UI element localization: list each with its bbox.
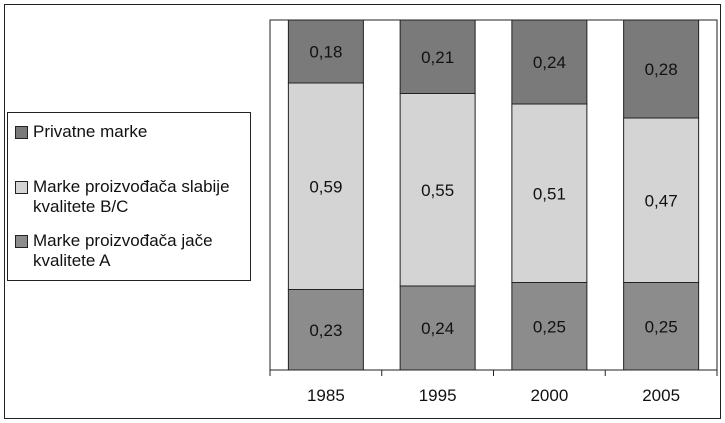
legend-item-jace-kvalitete: Marke proizvođača jače kvalitete A [15,231,243,271]
bar-segment-2000-series-0 [511,282,588,371]
legend: Privatne marke Marke proizvođača slabije… [7,112,251,281]
legend-label-jace-kvalitete: Marke proizvođača jače kvalitete A [33,231,213,270]
legend-item-slabije-kvalitete: Marke proizvođača slabije kvalitete B/C [15,177,243,217]
x-tick-label-2000: 2000 [530,386,568,405]
data-label-2000-series-1: 0,51 [533,184,566,203]
x-tick-label-1995: 1995 [419,386,457,405]
legend-swatch-slabije-kvalitete [15,181,28,194]
legend-item-privatne-marke: Privatne marke [15,122,243,142]
bar-segment-1995-series-0 [399,285,476,371]
legend-swatch-privatne-marke [15,126,28,139]
data-label-2005-series-1: 0,47 [645,191,678,210]
bar-segment-1995-series-2 [399,19,476,94]
x-tick-label-2005: 2005 [642,386,680,405]
data-label-2000-series-2: 0,24 [533,53,566,72]
bar-segment-2005-series-0 [623,282,700,371]
data-label-1985-series-0: 0,23 [309,321,342,340]
data-label-1995-series-1: 0,55 [421,181,454,200]
chart-frame [4,4,721,419]
data-label-1985-series-2: 0,18 [309,43,342,62]
data-label-2000-series-0: 0,25 [533,317,566,336]
bar-segment-1995-series-1 [399,93,476,287]
data-label-1985-series-1: 0,59 [309,177,342,196]
legend-label-privatne-marke: Privatne marke [33,122,148,141]
bar-segment-2000-series-1 [511,103,588,283]
legend-swatch-jace-kvalitete [15,235,28,248]
legend-label-slabije-kvalitete: Marke proizvođača slabije kvalitete B/C [33,177,230,216]
data-label-2005-series-0: 0,25 [645,317,678,336]
bar-segment-1985-series-2 [287,19,364,84]
bar-segment-2005-series-2 [623,19,700,119]
data-label-1995-series-2: 0,21 [421,48,454,67]
bar-segment-1985-series-0 [287,289,364,371]
data-label-1995-series-0: 0,24 [421,319,454,338]
bar-segment-2000-series-2 [511,19,588,105]
x-tick-label-1985: 1985 [307,386,345,405]
data-label-2005-series-2: 0,28 [645,60,678,79]
